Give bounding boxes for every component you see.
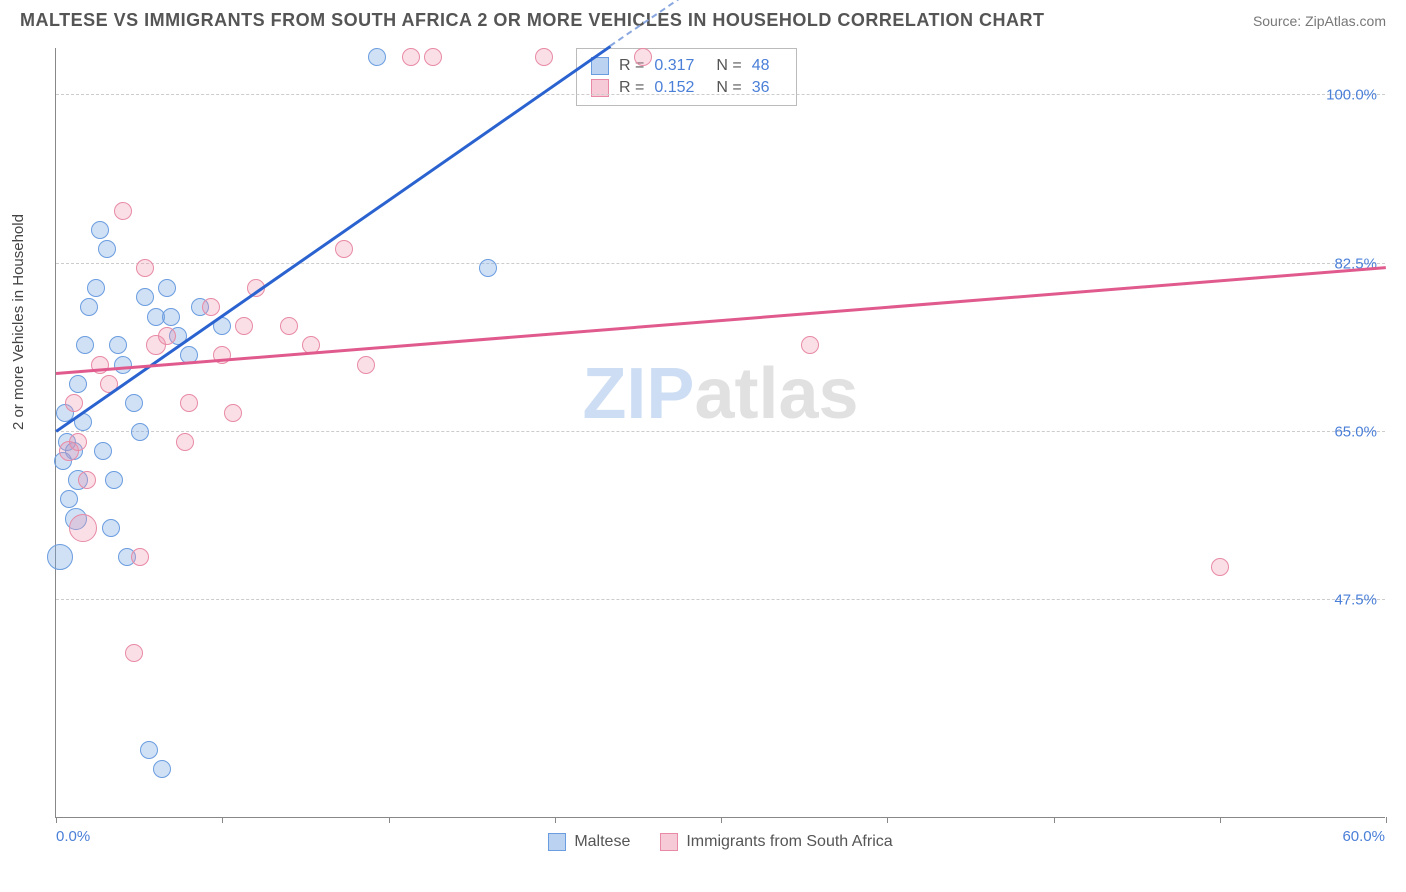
x-tick	[555, 817, 556, 823]
data-point	[140, 741, 158, 759]
data-point	[47, 544, 73, 570]
data-point	[357, 356, 375, 374]
data-point	[402, 48, 420, 66]
legend-item-immigrants: Immigrants from South Africa	[660, 833, 892, 851]
data-point	[69, 433, 87, 451]
chart-title: MALTESE VS IMMIGRANTS FROM SOUTH AFRICA …	[20, 10, 1045, 31]
data-point	[176, 433, 194, 451]
gridline	[56, 94, 1385, 95]
y-axis-label: 2 or more Vehicles in Household	[10, 214, 27, 430]
data-point	[78, 471, 96, 489]
data-point	[136, 259, 154, 277]
data-point	[801, 336, 819, 354]
data-point	[158, 327, 176, 345]
data-point	[102, 519, 120, 537]
data-point	[535, 48, 553, 66]
data-point	[424, 48, 442, 66]
gridline	[56, 263, 1385, 264]
stats-legend-box: R = 0.317 N = 48 R = 0.152 N = 36	[576, 48, 797, 106]
data-point	[280, 317, 298, 335]
data-point	[109, 336, 127, 354]
data-point	[80, 298, 98, 316]
trendline-maltese	[55, 45, 611, 432]
data-point	[125, 394, 143, 412]
data-point	[131, 423, 149, 441]
data-point	[235, 317, 253, 335]
y-tick-label: 65.0%	[1334, 424, 1377, 441]
y-tick-label: 100.0%	[1326, 87, 1377, 104]
data-point	[136, 288, 154, 306]
swatch-pink-icon	[660, 833, 678, 851]
watermark: ZIPatlas	[582, 353, 858, 435]
data-point	[94, 442, 112, 460]
data-point	[91, 221, 109, 239]
gridline	[56, 599, 1385, 600]
x-tick	[389, 817, 390, 823]
data-point	[125, 644, 143, 662]
data-point	[65, 394, 83, 412]
data-point	[162, 308, 180, 326]
swatch-blue-icon	[591, 57, 609, 75]
stats-row-immigrants: R = 0.152 N = 36	[591, 77, 782, 99]
gridline	[56, 431, 1385, 432]
data-point	[1211, 558, 1229, 576]
x-tick	[1386, 817, 1387, 823]
source-label: Source: ZipAtlas.com	[1253, 13, 1386, 29]
data-point	[69, 375, 87, 393]
legend-item-maltese: Maltese	[548, 833, 630, 851]
data-point	[69, 514, 97, 542]
data-point	[105, 471, 123, 489]
data-point	[479, 259, 497, 277]
data-point	[180, 394, 198, 412]
y-tick-label: 47.5%	[1334, 592, 1377, 609]
x-tick	[887, 817, 888, 823]
x-tick	[1220, 817, 1221, 823]
data-point	[60, 490, 78, 508]
data-point	[131, 548, 149, 566]
data-point	[114, 356, 132, 374]
x-tick	[56, 817, 57, 823]
data-point	[114, 202, 132, 220]
data-point	[335, 240, 353, 258]
data-point	[224, 404, 242, 422]
data-point	[202, 298, 220, 316]
data-point	[98, 240, 116, 258]
bottom-legend: Maltese Immigrants from South Africa	[56, 833, 1385, 851]
swatch-blue-icon	[548, 833, 566, 851]
x-tick	[222, 817, 223, 823]
stats-row-maltese: R = 0.317 N = 48	[591, 55, 782, 77]
x-tick	[721, 817, 722, 823]
data-point	[153, 760, 171, 778]
data-point	[76, 336, 94, 354]
x-tick	[1054, 817, 1055, 823]
chart-plot-area: ZIPatlas R = 0.317 N = 48 R = 0.152 N = …	[55, 48, 1385, 818]
data-point	[368, 48, 386, 66]
data-point	[158, 279, 176, 297]
data-point	[634, 48, 652, 66]
data-point	[87, 279, 105, 297]
